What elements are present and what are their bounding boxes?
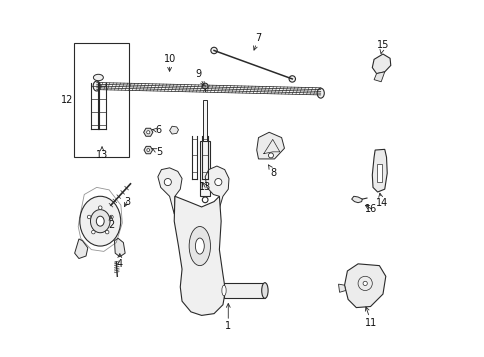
Ellipse shape <box>214 178 221 186</box>
Ellipse shape <box>363 281 366 286</box>
Ellipse shape <box>221 285 226 296</box>
Bar <box>224 283 264 298</box>
Ellipse shape <box>268 153 273 158</box>
Polygon shape <box>256 132 284 159</box>
Ellipse shape <box>147 149 150 151</box>
Polygon shape <box>174 196 225 316</box>
Text: 5: 5 <box>152 147 162 157</box>
Ellipse shape <box>96 216 104 226</box>
Bar <box>203 100 207 141</box>
Text: 13: 13 <box>198 182 211 192</box>
Ellipse shape <box>91 210 110 233</box>
Text: 9: 9 <box>195 69 204 86</box>
Ellipse shape <box>87 215 91 219</box>
Ellipse shape <box>195 238 204 254</box>
Text: 7: 7 <box>253 33 261 50</box>
Text: 16: 16 <box>364 204 377 214</box>
Text: 4: 4 <box>117 254 122 269</box>
Ellipse shape <box>211 47 217 54</box>
Text: 3: 3 <box>123 197 130 207</box>
Polygon shape <box>372 149 386 192</box>
Text: 13: 13 <box>96 147 108 160</box>
Polygon shape <box>351 196 362 203</box>
Ellipse shape <box>261 283 268 298</box>
Ellipse shape <box>93 74 103 81</box>
Ellipse shape <box>105 230 109 234</box>
Polygon shape <box>338 284 345 292</box>
Ellipse shape <box>288 76 295 82</box>
Ellipse shape <box>317 88 324 98</box>
Ellipse shape <box>98 206 102 210</box>
Polygon shape <box>75 239 88 258</box>
Ellipse shape <box>109 215 113 219</box>
Ellipse shape <box>202 83 208 89</box>
Ellipse shape <box>91 230 95 234</box>
Text: 8: 8 <box>268 165 276 178</box>
Bar <box>376 164 381 182</box>
Polygon shape <box>344 264 385 308</box>
Polygon shape <box>114 238 125 257</box>
Text: 6: 6 <box>152 126 162 136</box>
Bar <box>74 43 128 157</box>
Ellipse shape <box>93 81 100 91</box>
Polygon shape <box>205 166 228 214</box>
Ellipse shape <box>164 178 171 186</box>
Ellipse shape <box>80 196 121 246</box>
Text: 1: 1 <box>225 303 231 331</box>
Bar <box>200 141 210 196</box>
Text: 12: 12 <box>61 95 74 105</box>
Polygon shape <box>143 128 152 136</box>
Polygon shape <box>372 54 390 74</box>
Text: 14: 14 <box>375 193 387 208</box>
Polygon shape <box>144 146 152 154</box>
Text: 2: 2 <box>107 216 114 230</box>
Polygon shape <box>373 72 384 82</box>
Polygon shape <box>157 168 182 214</box>
Text: 15: 15 <box>376 40 388 54</box>
Text: 10: 10 <box>163 54 175 71</box>
Ellipse shape <box>189 226 210 266</box>
Ellipse shape <box>202 197 208 203</box>
Text: 11: 11 <box>364 307 377 327</box>
Polygon shape <box>169 126 178 134</box>
Ellipse shape <box>146 131 150 134</box>
